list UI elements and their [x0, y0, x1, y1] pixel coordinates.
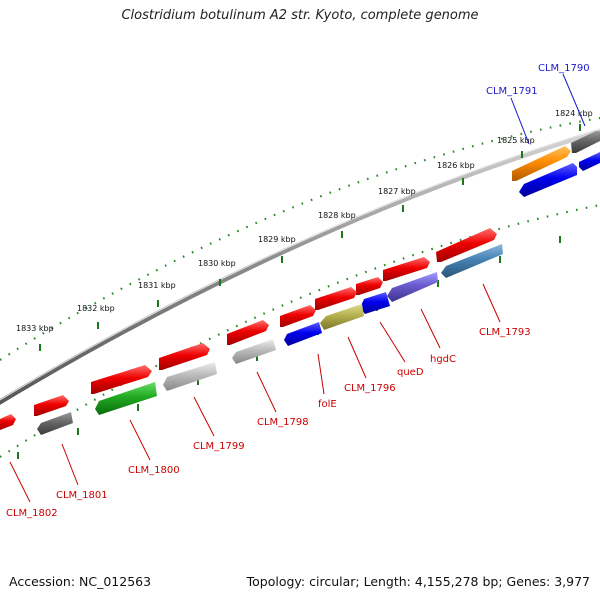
- gene-feature: [280, 305, 316, 327]
- gene-label: CLM_1800: [128, 465, 180, 476]
- gene-feature: [227, 320, 269, 345]
- map-title: Clostridium botulinum A2 str. Kyoto, com…: [121, 8, 479, 23]
- gene-feature: [34, 395, 69, 416]
- gene-label: CLM_1799: [193, 441, 245, 452]
- gene-label: queD: [397, 367, 424, 378]
- gene-feature: [519, 163, 577, 197]
- gene-feature: [383, 257, 430, 281]
- gene-feature: [91, 365, 152, 394]
- gene-label: CLM_1802: [6, 508, 58, 519]
- gene-clm-1801: [37, 412, 73, 435]
- gene-clm-1796: [320, 304, 364, 330]
- accession-text: Accession: NC_012563: [9, 574, 152, 589]
- reverse-features: [37, 152, 600, 435]
- label-leaders: [9, 73, 586, 503]
- gene-label: hgdC: [430, 354, 456, 365]
- gene-label: folE: [318, 399, 337, 410]
- gene-feature: [315, 287, 357, 310]
- kbp-label: 1830 kbp: [198, 259, 236, 268]
- outer-tick-ring: [0, 116, 600, 361]
- gene-feature: [356, 277, 383, 295]
- gene-label: CLM_1796: [344, 383, 396, 394]
- kbp-label: 1827 kbp: [378, 187, 416, 196]
- outer-major-ticks: [39, 124, 581, 351]
- genome-summary-text: Topology: circular; Length: 4,155,278 bp…: [246, 574, 590, 589]
- gene-label: CLM_1791: [486, 86, 538, 97]
- kbp-label: 1826 kbp: [437, 161, 475, 170]
- kbp-label: 1831 kbp: [138, 281, 176, 290]
- kbp-label: 1825 kbp: [497, 136, 535, 145]
- gene-label: CLM_1798: [257, 417, 309, 428]
- gene-hgdc: [387, 272, 438, 302]
- gene-feature: [436, 228, 497, 262]
- gene-feature: [579, 152, 600, 171]
- gene-label: CLM_1790: [538, 63, 590, 74]
- forward-features: [0, 131, 600, 430]
- kbp-label: 1833 kbp: [16, 324, 54, 333]
- gene-feature: [0, 414, 16, 430]
- kbp-label: 1828 kbp: [318, 211, 356, 220]
- gene-clm-1799: [163, 362, 217, 391]
- gene-qued: [360, 292, 390, 314]
- kbp-label: 1824 kbp: [555, 109, 593, 118]
- kbp-label: 1829 kbp: [258, 235, 296, 244]
- genome-backbone-highlight: [0, 128, 600, 401]
- gene-label: CLM_1793: [479, 327, 531, 338]
- gene-fole: [284, 322, 322, 346]
- gene-clm-1793: [441, 244, 503, 278]
- gene-label: CLM_1801: [56, 490, 108, 501]
- gene-clm-1798: [232, 339, 276, 364]
- gene-clm-1790: [571, 131, 600, 153]
- gene-feature: [159, 343, 210, 370]
- genome-backbone: [0, 128, 600, 405]
- gene-clm-1791: [512, 146, 571, 181]
- kbp-label: 1832 kbp: [77, 304, 115, 313]
- gene-clm-1800: [95, 382, 157, 415]
